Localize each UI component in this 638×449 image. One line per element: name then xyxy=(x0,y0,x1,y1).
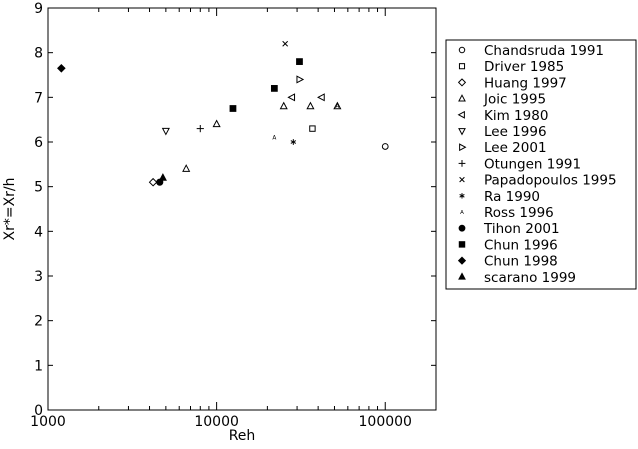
svg-text:A: A xyxy=(460,210,464,216)
data-point xyxy=(229,105,237,112)
data-point xyxy=(148,177,158,187)
data-point xyxy=(57,63,66,73)
legend-label: Driver 1985 xyxy=(484,59,564,75)
svg-text:A: A xyxy=(272,136,276,142)
legend-marker xyxy=(458,46,466,54)
y-tick-label: 6 xyxy=(34,135,43,151)
data-point xyxy=(309,125,316,132)
data-point: A xyxy=(272,136,276,142)
legend-label: Papadopoulos 1995 xyxy=(484,173,617,189)
legend-marker xyxy=(459,193,465,199)
legend-marker xyxy=(457,110,465,119)
legend-label: Lee 1996 xyxy=(484,124,547,140)
data-point xyxy=(296,58,303,65)
legend-marker xyxy=(458,128,466,136)
data-point xyxy=(381,143,389,150)
data-point xyxy=(196,125,204,133)
data-point xyxy=(212,119,221,128)
data-point xyxy=(317,93,325,102)
data-point xyxy=(290,139,297,145)
x-tick-label: 100000 xyxy=(359,414,412,430)
legend-label: Chun 1996 xyxy=(484,237,558,253)
legend-label: Kim 1980 xyxy=(484,108,548,124)
y-tick-label: 1 xyxy=(34,358,43,374)
legend-label: Ross 1996 xyxy=(484,205,554,221)
legend-marker: A xyxy=(460,210,464,216)
data-point xyxy=(158,173,167,181)
y-axis-title: Xr*=Xr/h xyxy=(2,177,18,240)
y-tick-label: 0 xyxy=(34,403,43,419)
x-tick-label: 1000 xyxy=(30,414,66,430)
legend-label: Huang 1997 xyxy=(484,75,567,91)
data-point xyxy=(306,101,315,110)
legend-box xyxy=(445,39,637,290)
y-tick-label: 4 xyxy=(34,224,43,240)
data-point xyxy=(333,101,342,110)
legend-marker xyxy=(459,176,465,183)
y-tick-label: 2 xyxy=(34,314,43,330)
legend-label: Lee 2001 xyxy=(484,140,547,156)
legend-marker xyxy=(457,256,467,265)
legend-marker xyxy=(458,63,466,70)
y-tick-label: 5 xyxy=(34,180,43,196)
data-point xyxy=(287,93,296,102)
legend-label: scarano 1999 xyxy=(484,270,576,286)
legend-marker xyxy=(459,143,467,152)
legend-marker xyxy=(457,78,467,87)
legend-label: Otungen 1991 xyxy=(484,156,581,172)
x-tick-label: 10000 xyxy=(194,414,239,430)
data-point xyxy=(282,40,289,47)
legend-marker xyxy=(458,224,466,232)
y-tick-label: 3 xyxy=(34,269,43,285)
svg-text:A: A xyxy=(335,104,339,110)
legend-marker xyxy=(458,241,466,248)
legend-label: Chun 1998 xyxy=(484,254,558,270)
legend-marker xyxy=(458,160,466,167)
plot-area xyxy=(47,7,437,411)
data-point xyxy=(279,101,288,110)
legend-marker xyxy=(458,94,466,102)
data-point xyxy=(182,164,191,172)
legend-marker xyxy=(458,272,466,280)
y-tick-label: 7 xyxy=(34,90,43,106)
data-point xyxy=(161,127,170,136)
data-point xyxy=(270,85,278,92)
legend-label: Chandsruda 1991 xyxy=(484,43,604,59)
legend-label: Ra 1990 xyxy=(484,189,540,205)
data-point: A xyxy=(335,104,339,110)
y-tick-label: 8 xyxy=(34,46,43,62)
x-axis-title: Reh xyxy=(229,428,256,444)
legend-label: Tihon 2001 xyxy=(483,221,560,237)
legend-label: Joic 1995 xyxy=(483,92,546,108)
data-point xyxy=(296,75,305,84)
y-tick-label: 9 xyxy=(34,1,43,17)
data-points: AA xyxy=(57,40,389,187)
